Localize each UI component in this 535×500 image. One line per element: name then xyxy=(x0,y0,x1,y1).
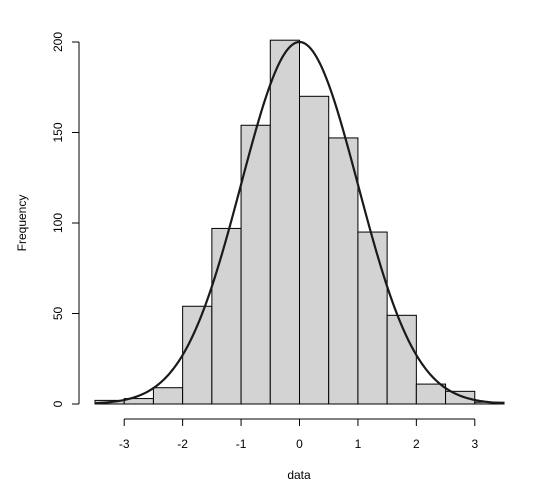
x-tick-label: -1 xyxy=(236,437,247,451)
histogram-bar xyxy=(328,137,359,405)
normal-density-curve xyxy=(94,40,505,405)
histogram-bar xyxy=(269,39,301,405)
y-tick-label: 100 xyxy=(51,213,65,233)
x-tick-label: -2 xyxy=(177,437,188,451)
histogram-bar xyxy=(386,314,417,405)
histogram-bar xyxy=(445,390,476,405)
y-tick-label: 200 xyxy=(51,32,65,52)
x-axis-label: data xyxy=(287,468,311,482)
y-axis: 0 50 100 150 200 xyxy=(51,32,80,407)
histogram-bar xyxy=(211,227,242,405)
y-axis-label: Frequency xyxy=(15,195,29,252)
histogram-bar xyxy=(357,231,388,405)
x-tick-label: -3 xyxy=(119,437,130,451)
histogram-bar xyxy=(299,95,330,405)
y-tick-label: 50 xyxy=(51,307,65,321)
histogram-bar xyxy=(240,124,271,405)
x-tick-label: 0 xyxy=(296,437,303,451)
histogram-bar xyxy=(415,383,447,405)
y-tick-label: 0 xyxy=(51,400,65,407)
x-tick-label: 1 xyxy=(355,437,362,451)
y-tick-label: 150 xyxy=(51,122,65,142)
histogram-bar xyxy=(152,387,184,405)
x-axis: -3 -2 -1 0 1 2 3 xyxy=(119,418,478,451)
x-tick-label: 3 xyxy=(471,437,478,451)
histogram-bar xyxy=(182,305,213,405)
x-tick-label: 2 xyxy=(413,437,420,451)
histogram-bars xyxy=(94,39,505,405)
